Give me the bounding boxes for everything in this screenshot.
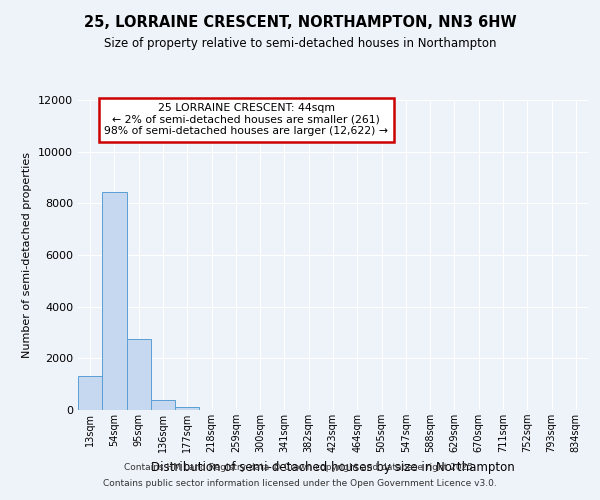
Text: 25, LORRAINE CRESCENT, NORTHAMPTON, NN3 6HW: 25, LORRAINE CRESCENT, NORTHAMPTON, NN3 … <box>83 15 517 30</box>
Text: Contains HM Land Registry data © Crown copyright and database right 2025.: Contains HM Land Registry data © Crown c… <box>124 464 476 472</box>
Bar <box>151 400 175 410</box>
Bar <box>175 407 199 410</box>
X-axis label: Distribution of semi-detached houses by size in Northampton: Distribution of semi-detached houses by … <box>151 460 515 473</box>
Bar <box>78 376 102 410</box>
Bar <box>127 339 151 410</box>
Y-axis label: Number of semi-detached properties: Number of semi-detached properties <box>22 152 32 358</box>
Text: Contains public sector information licensed under the Open Government Licence v3: Contains public sector information licen… <box>103 478 497 488</box>
Text: Size of property relative to semi-detached houses in Northampton: Size of property relative to semi-detach… <box>104 38 496 51</box>
Bar <box>102 192 127 410</box>
Text: 25 LORRAINE CRESCENT: 44sqm
← 2% of semi-detached houses are smaller (261)
98% o: 25 LORRAINE CRESCENT: 44sqm ← 2% of semi… <box>104 103 388 136</box>
